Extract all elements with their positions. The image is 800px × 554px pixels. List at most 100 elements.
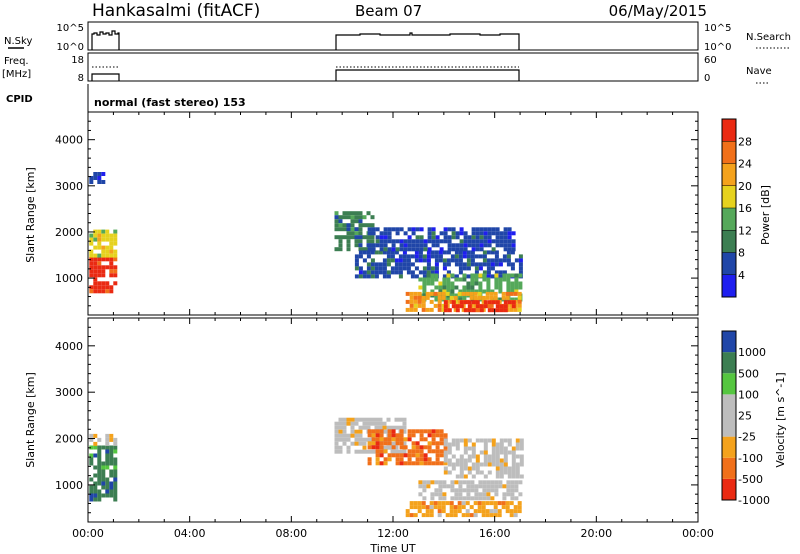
echo-cell [413,505,418,510]
echo-cell [371,437,376,442]
nsky-tick-high: 10^5 [57,23,84,34]
echo-cell [483,300,488,305]
echo-cell [454,254,459,259]
echo-cell [431,429,436,434]
echo-cell [105,489,110,494]
echo-cell [395,437,400,442]
echo-cell [362,441,367,446]
echo-cell [483,304,488,309]
echo-cell [358,211,363,216]
echo-cell [481,295,486,300]
echo-cell [451,227,456,232]
echo-cell [97,176,102,180]
echo-cell [457,291,462,296]
echo-cell [334,425,339,430]
echo-cell [407,437,412,442]
xtick-label: 00:00 [682,527,714,540]
echo-cell [105,449,110,454]
echo-cell [507,474,512,479]
echo-cell [459,231,464,236]
echo-cell [362,417,367,422]
echo-cell [97,261,102,266]
echo-cell [97,445,102,450]
echo-cell [443,227,448,232]
echo-cell [334,211,339,216]
date-title: 06/May/2015 [609,2,707,20]
echo-cell [370,239,375,244]
echo-cell [455,442,460,447]
echo-cell [463,462,468,467]
echo-cell [358,266,363,271]
echo-cell [519,462,524,467]
echo-cell [105,233,110,238]
echo-cell [105,465,110,470]
echo-cell [501,501,506,506]
echo-cell [494,277,499,282]
echo-cell [507,247,512,252]
echo-cell [502,484,507,489]
echo-cell [449,501,454,506]
echo-cell [503,300,508,305]
echo-cell [346,433,351,438]
echo-cell [113,237,118,242]
echo-cell [374,266,379,271]
echo-cell [414,266,419,271]
echo-cell [506,480,511,485]
echo-cell [97,180,102,184]
velocity-panel: 1000 2000 3000 4000 [55,317,699,523]
echo-cell [409,505,414,510]
echo-cell [415,441,420,446]
echo-cell [113,253,118,258]
echo-cell [507,438,512,443]
echo-cell [443,466,448,471]
echo-cell [506,285,511,290]
echo-cell [402,421,407,426]
echo-cell [462,285,467,290]
echo-cell [426,484,431,489]
ytick-label: 4000 [55,134,83,147]
echo-cell [105,477,110,482]
echo-cell [454,277,459,282]
echo-cell [109,453,114,458]
echo-cell [495,243,500,248]
echo-cell [421,299,426,304]
echo-cell [458,262,463,267]
echo-cell [406,254,411,259]
echo-cell [442,262,447,267]
echo-cell [383,449,388,454]
echo-cell [399,239,404,244]
echo-cell [358,243,363,248]
echo-cell [515,474,520,479]
echo-cell [354,239,359,244]
echo-cell [458,289,463,294]
echo-cell [434,273,439,278]
echo-cell [407,429,412,434]
echo-cell [379,453,384,458]
echo-cell [461,513,466,518]
echo-cell [407,247,412,252]
echo-cell [418,492,423,497]
colorbar-tick-label: 25 [738,410,752,423]
echo-cell [93,245,98,250]
echo-cell [101,237,106,242]
echo-cell [439,453,444,458]
echo-cell [486,289,491,294]
echo-cell [443,442,448,447]
echo-cell [89,457,94,462]
echo-cell [383,461,388,466]
echo-cell [101,281,106,286]
echo-cell [446,297,451,302]
echo-cell [375,239,380,244]
freq-trace-2 [335,69,520,81]
echo-cell [371,429,376,434]
echo-cell [109,457,114,462]
echo-cell [454,274,459,279]
echo-cell [495,227,500,232]
echo-cell [338,243,343,248]
echo-cell [503,235,508,240]
echo-cell [387,437,392,442]
echo-cell [402,429,407,434]
echo-cell [483,235,488,240]
echo-cell [374,417,379,422]
echo-cell [511,462,516,467]
